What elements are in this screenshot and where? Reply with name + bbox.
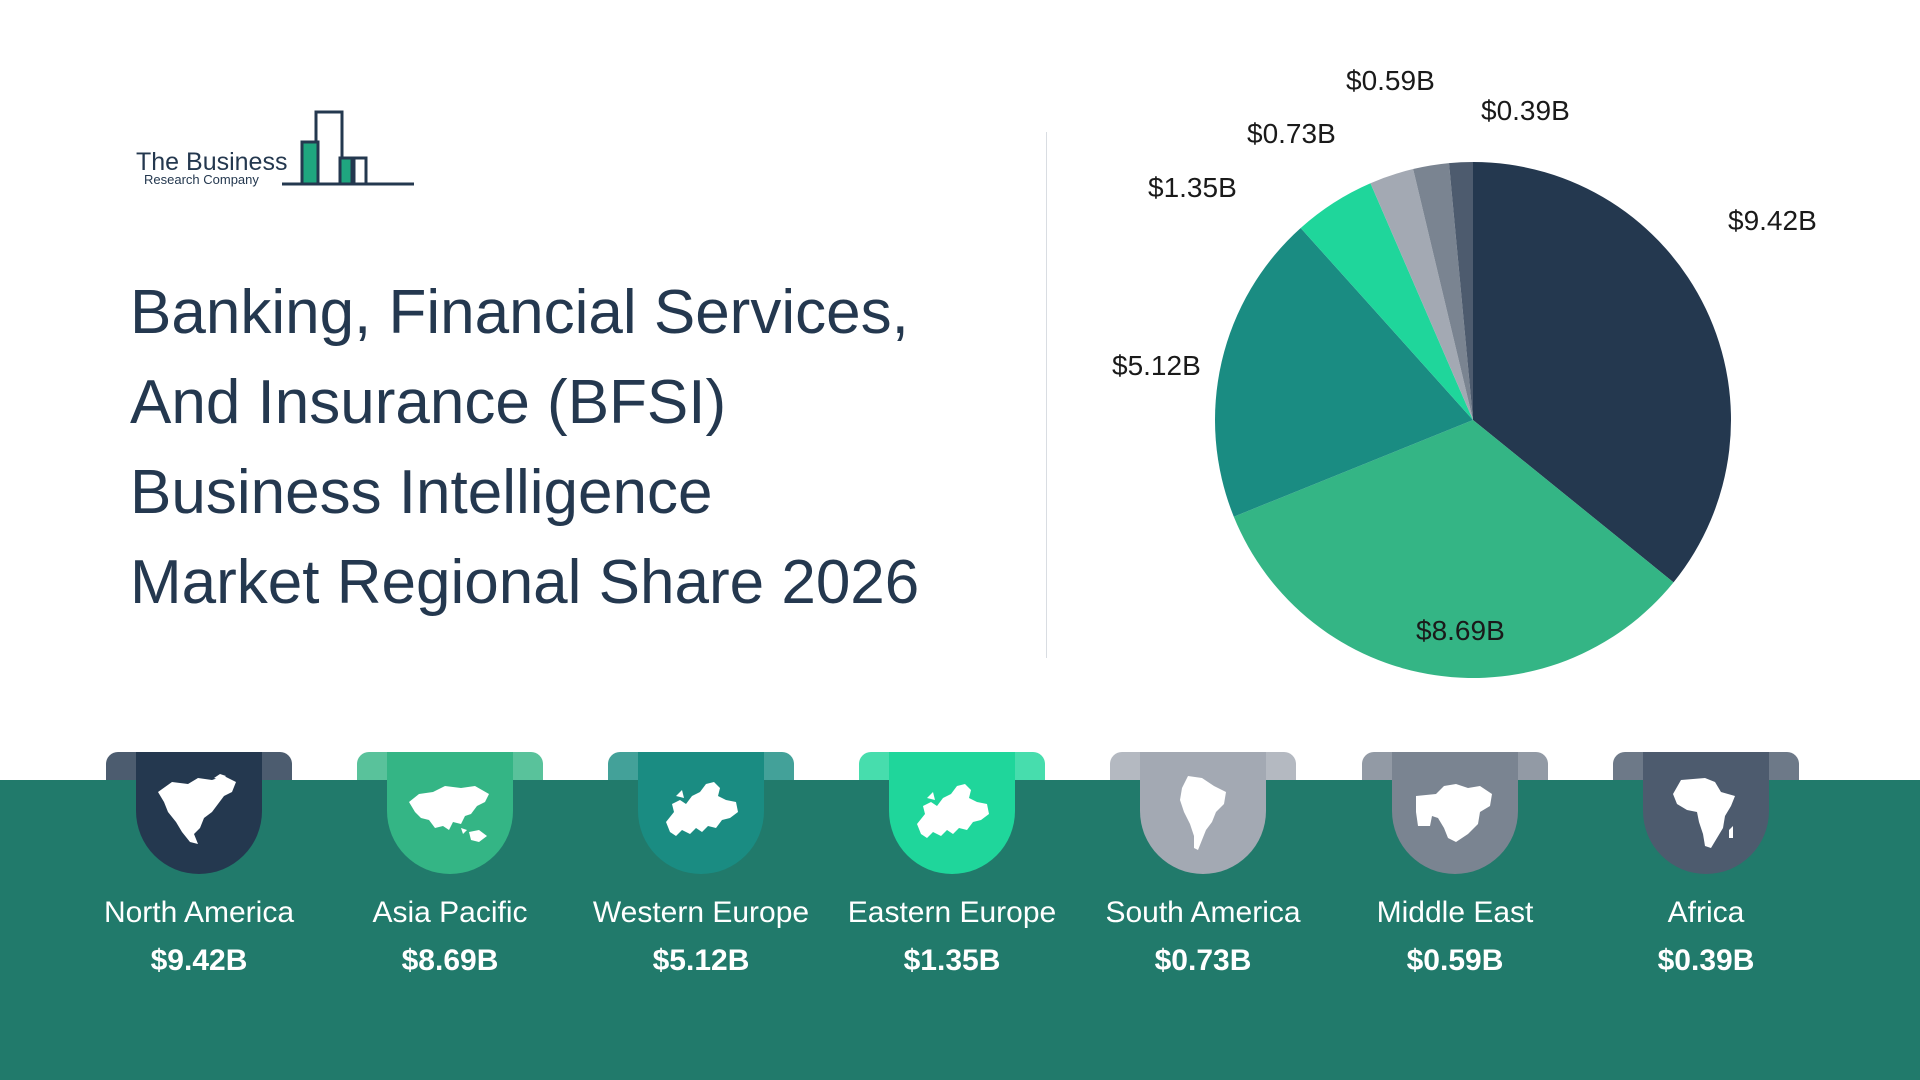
europe-map-icon bbox=[917, 784, 989, 838]
pie-slice-asia-pacific bbox=[1233, 420, 1674, 678]
pie-chart: $9.42B $8.69B $5.12B $1.35B $0.73B $0.59B $0.3… bbox=[1112, 65, 1817, 678]
region-value: $1.35B bbox=[903, 944, 1001, 977]
region-name: Eastern Europe bbox=[847, 896, 1057, 929]
title-line: Market Regional Share 2026 bbox=[130, 548, 920, 617]
pie-slice-south-america bbox=[1370, 169, 1473, 420]
region-value: $8.69B bbox=[401, 944, 499, 977]
title-line: And Insurance (BFSI) bbox=[130, 368, 727, 437]
page-title: Banking, Financial Services, And Insuran… bbox=[130, 268, 1030, 628]
south-america-map-icon bbox=[1180, 776, 1226, 850]
region-badge bbox=[136, 752, 262, 874]
title-line: Banking, Financial Services, bbox=[130, 278, 909, 347]
region-value: $0.39B bbox=[1657, 944, 1755, 977]
region-card-eastern-europe: Eastern Europe $1.35B bbox=[848, 752, 1056, 1000]
region-name: North America bbox=[103, 896, 295, 929]
pie-data-label: $0.39B bbox=[1481, 95, 1570, 126]
region-card-asia-pacific: Asia Pacific $8.69B bbox=[357, 752, 547, 1000]
pie-data-label: $0.73B bbox=[1247, 118, 1336, 149]
pie-slice-western-europe bbox=[1215, 227, 1473, 517]
region-card-south-america: South America $0.73B bbox=[1105, 752, 1301, 1000]
pie-slice-north-america bbox=[1473, 162, 1731, 583]
region-card-north-america: North America $9.42B bbox=[104, 752, 296, 1000]
region-name: Western Europe bbox=[592, 896, 810, 929]
pie-data-label: $5.12B bbox=[1112, 350, 1201, 381]
europe-map-icon bbox=[666, 782, 738, 836]
region-badge bbox=[387, 752, 513, 874]
region-card-africa: Africa $0.39B bbox=[1613, 752, 1803, 1000]
region-card-western-europe: Western Europe $5.12B bbox=[593, 752, 809, 1000]
north-america-map-icon bbox=[158, 774, 236, 844]
region-value: $9.42B bbox=[150, 944, 248, 977]
title-line: Business Intelligence bbox=[130, 458, 713, 527]
region-badge bbox=[889, 752, 1015, 874]
asia-map-icon bbox=[409, 786, 489, 842]
africa-map-icon bbox=[1673, 778, 1735, 848]
middle-east-map-icon bbox=[1416, 784, 1492, 842]
region-badge bbox=[1392, 752, 1518, 874]
logo-subname: Research Company bbox=[144, 172, 259, 187]
pie-data-label: $1.35B bbox=[1148, 172, 1237, 203]
company-logo: The Business Research Company bbox=[132, 108, 432, 198]
region-name: South America bbox=[1105, 896, 1301, 929]
region-name: Africa bbox=[1667, 896, 1745, 929]
logo-name: The Business bbox=[136, 148, 288, 176]
logo-buildings-icon bbox=[282, 110, 414, 186]
pie-data-label: $9.42B bbox=[1728, 205, 1817, 236]
pie-slice-eastern-europe bbox=[1300, 183, 1473, 420]
region-name: Middle East bbox=[1376, 896, 1534, 929]
region-name: Asia Pacific bbox=[372, 896, 528, 929]
pie-slice-africa bbox=[1448, 162, 1473, 420]
region-badge bbox=[638, 752, 764, 874]
pie-data-label: $0.59B bbox=[1346, 65, 1435, 96]
pie-data-label: $8.69B bbox=[1416, 615, 1505, 646]
divider bbox=[1046, 132, 1047, 658]
region-value: $0.73B bbox=[1154, 944, 1252, 977]
region-value: $5.12B bbox=[652, 944, 750, 977]
pie-slice-middle-east bbox=[1413, 163, 1473, 420]
region-badge bbox=[1140, 752, 1266, 874]
region-value: $0.59B bbox=[1406, 944, 1504, 977]
region-badge bbox=[1643, 752, 1769, 874]
region-card-middle-east: Middle East $0.59B bbox=[1362, 752, 1552, 1000]
